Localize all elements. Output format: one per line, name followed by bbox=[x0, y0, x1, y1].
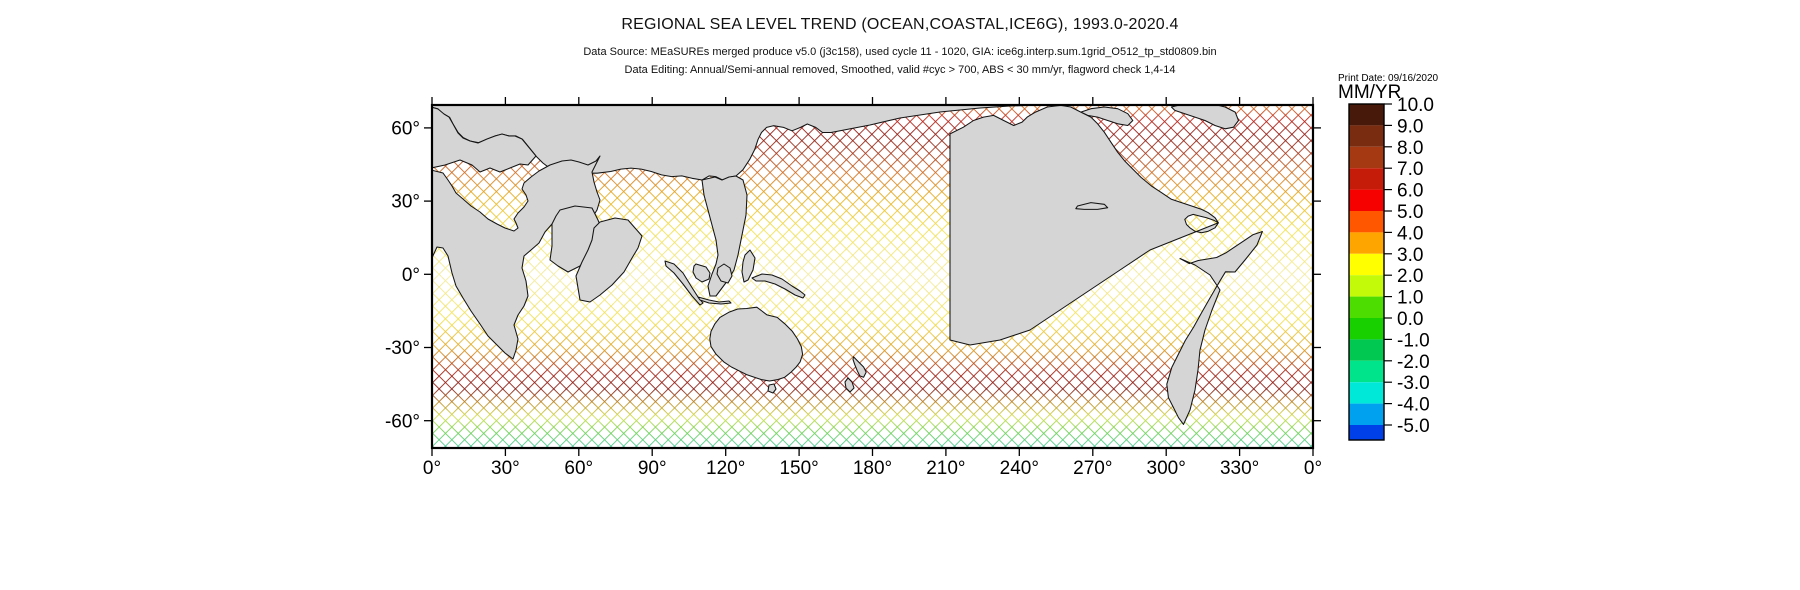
svg-text:330°: 330° bbox=[1220, 458, 1259, 479]
svg-text:9.0: 9.0 bbox=[1397, 116, 1423, 137]
svg-text:210°: 210° bbox=[926, 458, 965, 479]
svg-text:3.0: 3.0 bbox=[1397, 245, 1423, 266]
svg-text:-2.0: -2.0 bbox=[1397, 352, 1430, 373]
svg-text:0°: 0° bbox=[423, 458, 441, 479]
svg-text:-30°: -30° bbox=[385, 338, 420, 359]
svg-text:0.0: 0.0 bbox=[1397, 309, 1423, 330]
svg-text:-60°: -60° bbox=[385, 411, 420, 432]
svg-text:270°: 270° bbox=[1073, 458, 1112, 479]
svg-text:-4.0: -4.0 bbox=[1397, 395, 1430, 416]
svg-text:30°: 30° bbox=[491, 458, 520, 479]
svg-text:-1.0: -1.0 bbox=[1397, 330, 1430, 351]
svg-text:60°: 60° bbox=[564, 458, 593, 479]
svg-text:-3.0: -3.0 bbox=[1397, 373, 1430, 394]
svg-text:90°: 90° bbox=[638, 458, 667, 479]
svg-text:60°: 60° bbox=[391, 119, 420, 140]
svg-text:240°: 240° bbox=[1000, 458, 1039, 479]
svg-text:2.0: 2.0 bbox=[1397, 266, 1423, 287]
svg-text:30°: 30° bbox=[391, 192, 420, 213]
svg-text:-5.0: -5.0 bbox=[1397, 416, 1430, 437]
svg-text:8.0: 8.0 bbox=[1397, 138, 1423, 159]
svg-text:10.0: 10.0 bbox=[1397, 95, 1434, 116]
svg-text:0°: 0° bbox=[1304, 458, 1322, 479]
svg-text:300°: 300° bbox=[1147, 458, 1186, 479]
svg-text:0°: 0° bbox=[402, 265, 420, 286]
svg-text:1.0: 1.0 bbox=[1397, 288, 1423, 309]
svg-text:4.0: 4.0 bbox=[1397, 223, 1423, 244]
svg-text:7.0: 7.0 bbox=[1397, 159, 1423, 180]
svg-text:180°: 180° bbox=[853, 458, 892, 479]
svg-text:5.0: 5.0 bbox=[1397, 202, 1423, 223]
svg-text:120°: 120° bbox=[706, 458, 745, 479]
svg-text:150°: 150° bbox=[779, 458, 818, 479]
svg-text:6.0: 6.0 bbox=[1397, 181, 1423, 202]
